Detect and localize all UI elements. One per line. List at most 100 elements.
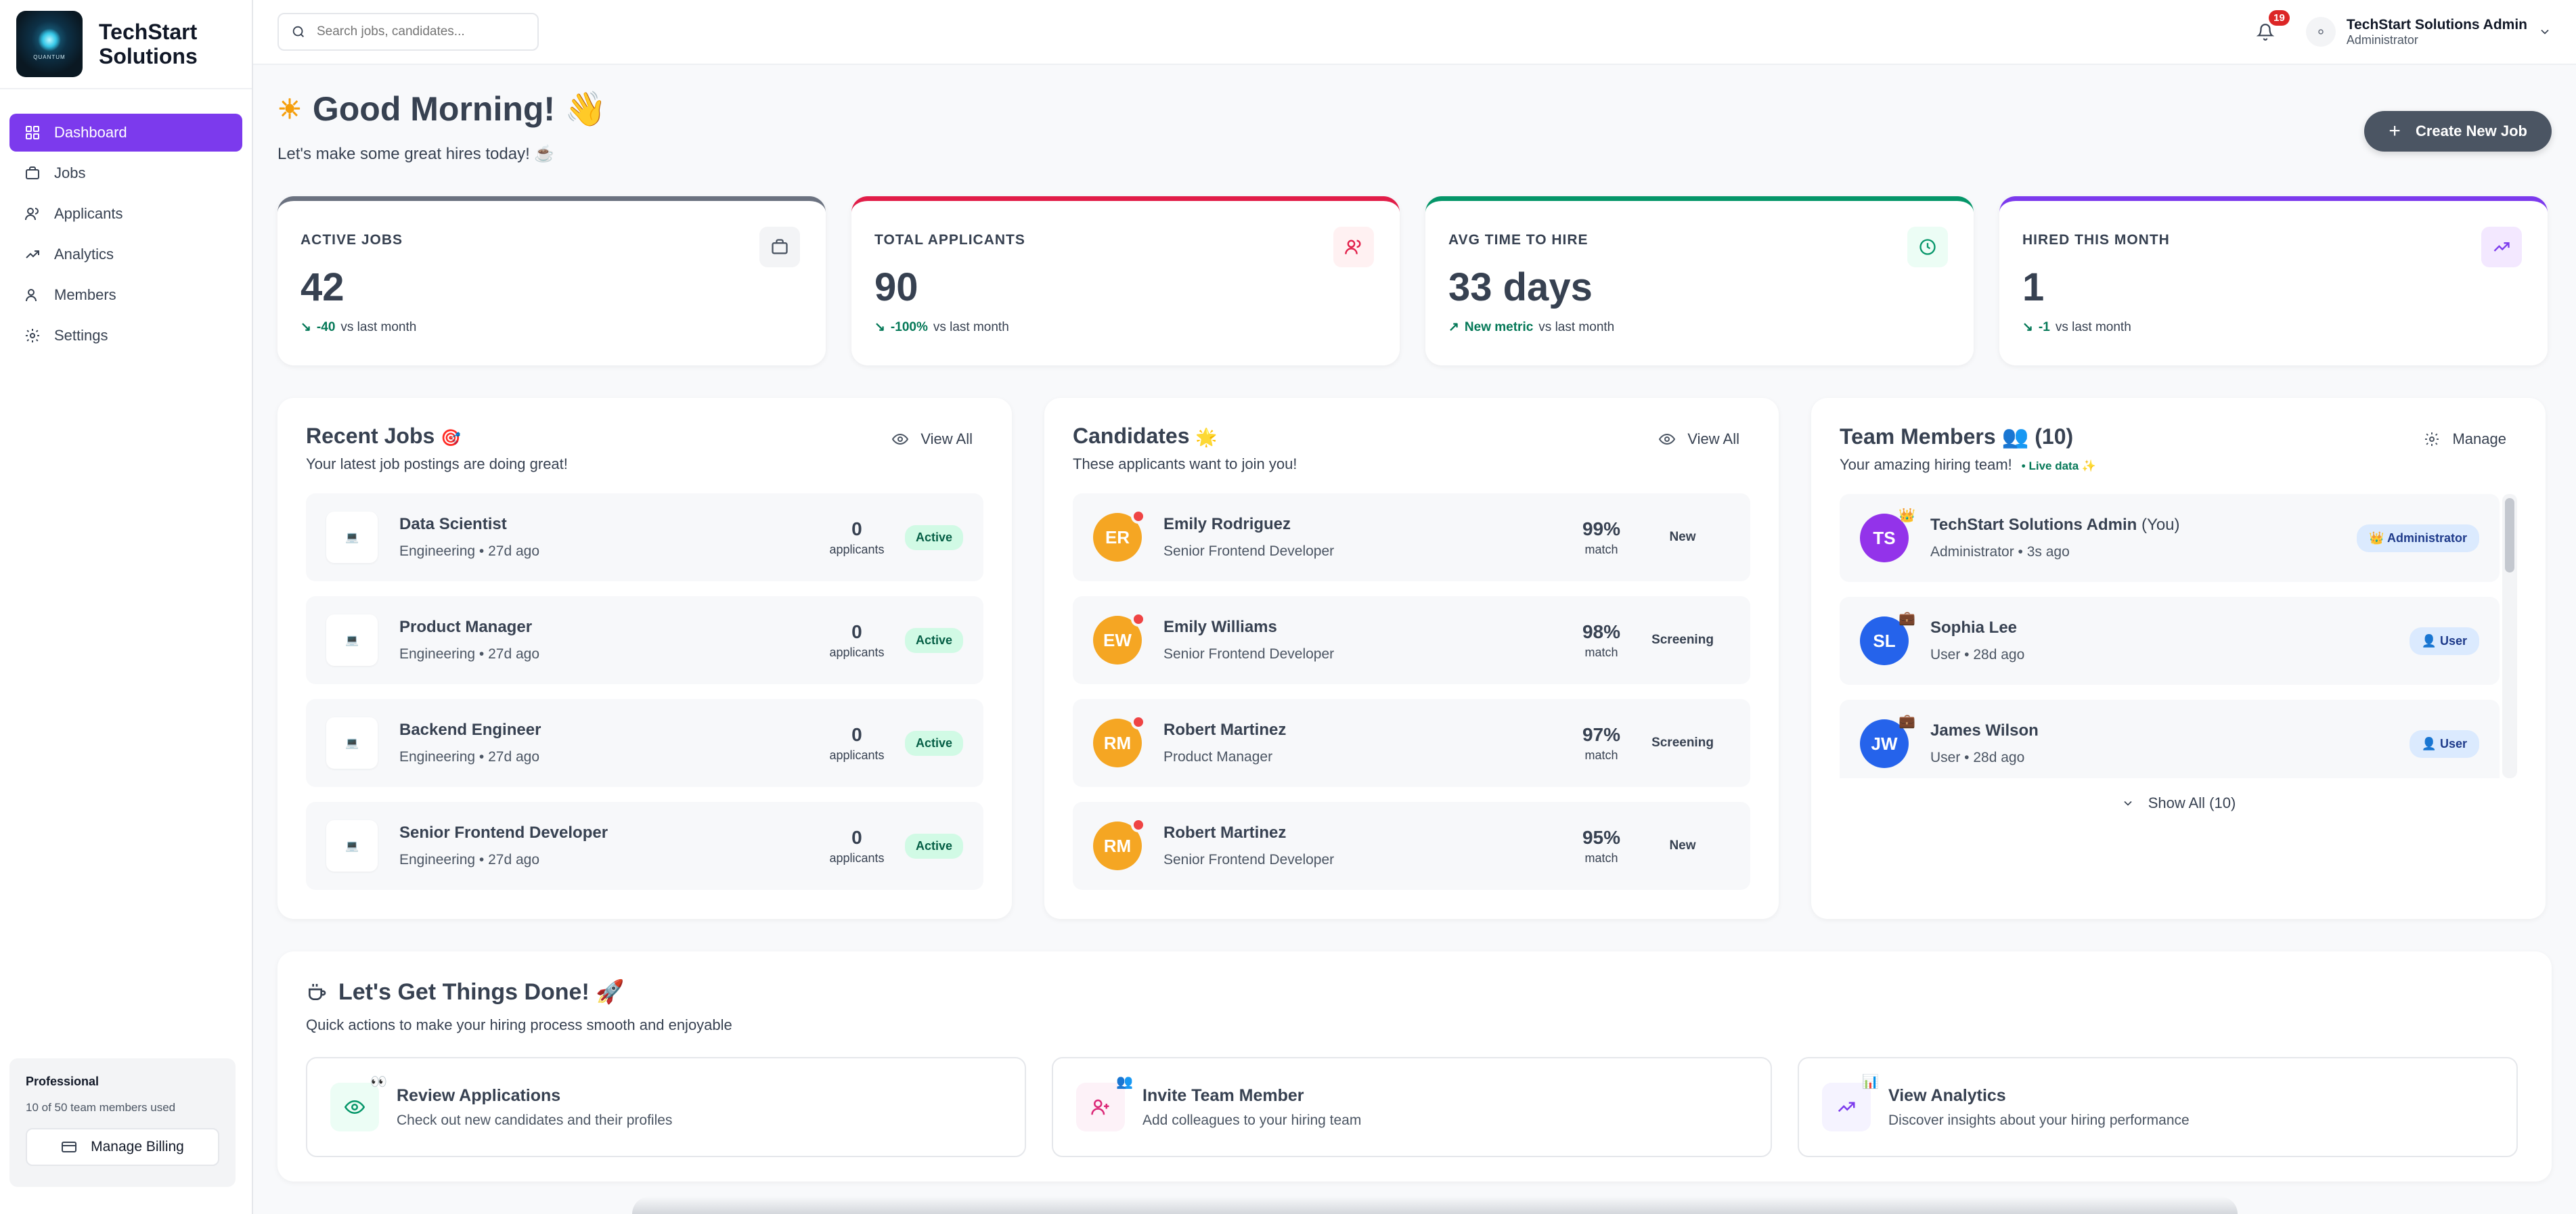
dashboard-content: ☀ Good Morning! 👋 Let's make some great …	[253, 65, 2576, 1182]
list-item[interactable]: 💻 Senior Frontend Developer Engineering •…	[306, 802, 983, 890]
laptop-icon: 💻	[326, 820, 378, 872]
briefcase-icon	[759, 227, 800, 267]
stats-row: ACTIVE JOBS 42 ↘ -40 vs last month TOTAL A…	[277, 196, 2552, 365]
gear-small-icon	[2318, 29, 2324, 35]
down-arrow-icon: ↘	[2022, 320, 2033, 334]
sidebar-item-analytics[interactable]: Analytics	[9, 235, 242, 273]
list-item[interactable]: 💻 Product Manager Engineering • 27d ago 0…	[306, 596, 983, 684]
invite-team-member-card[interactable]: 👥 Invite Team Member Add colleagues to yo…	[1052, 1057, 1772, 1157]
create-new-job-button[interactable]: + Create New Job	[2364, 111, 2552, 152]
credit-card-icon	[62, 1142, 77, 1152]
avatar	[2305, 17, 2336, 47]
status-badge: New	[1669, 838, 1696, 853]
avatar: RM	[1093, 817, 1146, 870]
laptop-icon: 💻	[326, 614, 378, 666]
sidebar-item-settings[interactable]: Settings	[9, 317, 242, 355]
search-box[interactable]	[277, 13, 539, 51]
sidebar-nav: Dashboard Jobs Applicants Analytics Memb…	[0, 89, 252, 382]
avatar: SL 💼	[1860, 611, 1915, 665]
show-all-members-button[interactable]: Show All (10)	[1840, 794, 2517, 812]
sidebar-item-label: Members	[54, 286, 116, 303]
scrollbar[interactable]	[2502, 494, 2517, 778]
live-data-badge: • Live data ✨	[2021, 459, 2097, 472]
clock-icon	[1907, 227, 1948, 267]
notification-count: 19	[2269, 10, 2290, 26]
list-item[interactable]: 💻 Backend Engineer Engineering • 27d ago …	[306, 699, 983, 787]
review-applications-card[interactable]: 👀 Review Applications Check out new candi…	[306, 1057, 1026, 1157]
manage-billing-button[interactable]: Manage Billing	[26, 1128, 219, 1166]
main-area: 19 TechStart Solutions Admin Administrat…	[253, 0, 2576, 1214]
status-badge: Active	[904, 833, 963, 859]
bottom-shadow	[632, 1196, 2238, 1214]
role-badge: 👤 User	[2409, 729, 2479, 758]
gear-icon	[2425, 432, 2439, 446]
panels-row: Recent Jobs 🎯 Your latest job postings a…	[277, 398, 2552, 919]
brand[interactable]: QUANTUM TechStart Solutions	[0, 0, 252, 89]
user-plus-icon: 👥	[1076, 1075, 1133, 1131]
sidebar-item-label: Applicants	[54, 205, 123, 222]
team-list[interactable]: TS 👑 TechStart Solutions Admin (You) Admin…	[1840, 494, 2517, 778]
view-all-candidates-button[interactable]: View All	[1659, 430, 1750, 448]
sidebar-item-jobs[interactable]: Jobs	[9, 154, 242, 192]
sidebar-item-applicants[interactable]: Applicants	[9, 195, 242, 233]
eye-icon: 👀	[330, 1075, 387, 1131]
role-badge: 👑 Administrator	[2357, 524, 2479, 552]
sun-icon: ☀	[277, 94, 302, 125]
trend-icon	[2481, 227, 2522, 267]
sidebar-item-members[interactable]: Members	[9, 276, 242, 314]
view-all-jobs-button[interactable]: View All	[892, 430, 983, 448]
stat-card-hired-this-month: HIRED THIS MONTH 1 ↘ -1 vs last month	[1999, 196, 2548, 365]
briefcase-icon	[26, 166, 39, 179]
company-name: TechStart Solutions	[99, 20, 198, 68]
panel-title: Recent Jobs 🎯	[306, 424, 462, 448]
sidebar-item-dashboard[interactable]: Dashboard	[9, 114, 242, 152]
user-icon	[26, 289, 37, 302]
list-item[interactable]: TS 👑 TechStart Solutions Admin (You) Admin…	[1840, 494, 2500, 582]
status-badge: Active	[904, 524, 963, 550]
chevron-down-icon	[2124, 801, 2132, 806]
panel-title: Let's Get Things Done! 🚀	[306, 979, 2523, 1006]
manage-team-button[interactable]: Manage	[2424, 430, 2517, 448]
candidates-panel: Candidates 🌟 These applicants want to jo…	[1044, 398, 1779, 919]
list-item[interactable]: ER Emily Rodriguez Senior Frontend Develo…	[1073, 493, 1750, 581]
team-members-panel: Team Members 👥 (10) Your amazing hiring …	[1811, 398, 2546, 919]
avatar: RM	[1093, 715, 1146, 767]
panel-title: Candidates 🌟	[1073, 424, 1218, 448]
panel-subtitle: Quick actions to make your hiring proces…	[306, 1016, 732, 1033]
panel-title: Team Members 👥 (10)	[1840, 424, 2074, 449]
topbar: 19 TechStart Solutions Admin Administrat…	[253, 0, 2576, 65]
list-item[interactable]: SL 💼 Sophia Lee User • 28d ago 👤 User	[1840, 597, 2500, 685]
gear-icon	[26, 329, 39, 342]
sidebar-item-label: Analytics	[54, 246, 114, 263]
user-name: TechStart Solutions Admin	[2346, 16, 2527, 32]
user-menu[interactable]: TechStart Solutions Admin Administrator	[2305, 16, 2552, 47]
sidebar: QUANTUM TechStart Solutions Dashboard Jo…	[0, 0, 253, 1214]
notifications-button[interactable]: 19	[2252, 10, 2290, 45]
stat-card-avg-time-to-hire: AVG TIME TO HIRE 33 days ↗ New metric vs l…	[1425, 196, 1974, 365]
page-subtitle: Let's make some great hires today! ☕	[277, 145, 555, 163]
trend-icon	[26, 250, 39, 258]
list-item[interactable]: JW 💼 James Wilson User • 28d ago 👤 User	[1840, 700, 2500, 778]
status-badge: Screening	[1651, 736, 1714, 750]
role-badge: 👤 User	[2409, 627, 2479, 655]
eye-icon	[892, 433, 909, 445]
list-item[interactable]: RM Robert Martinez Product Manager 97% mat…	[1073, 699, 1750, 787]
status-badge: Active	[904, 627, 963, 653]
users-icon	[1333, 227, 1374, 267]
trend-icon: 📊	[1822, 1075, 1879, 1131]
topbar-right: 19 TechStart Solutions Admin Administrat…	[2252, 10, 2552, 47]
users-icon	[25, 208, 39, 221]
search-input[interactable]	[317, 24, 520, 39]
plan-name: Professional	[26, 1075, 99, 1088]
view-analytics-card[interactable]: 📊 View Analytics Discover insights about …	[1798, 1057, 2518, 1157]
panel-subtitle: Your amazing hiring team! • Live data ✨	[1840, 456, 2097, 473]
avatar: TS 👑	[1860, 508, 1915, 562]
sidebar-item-label: Settings	[54, 327, 108, 344]
list-item[interactable]: RM Robert Martinez Senior Frontend Develo…	[1073, 802, 1750, 890]
status-badge: Screening	[1651, 633, 1714, 647]
down-arrow-icon: ↘	[301, 320, 311, 334]
stat-card-active-jobs: ACTIVE JOBS 42 ↘ -40 vs last month	[277, 196, 826, 365]
list-item[interactable]: EW Emily Williams Senior Frontend Develop…	[1073, 596, 1750, 684]
